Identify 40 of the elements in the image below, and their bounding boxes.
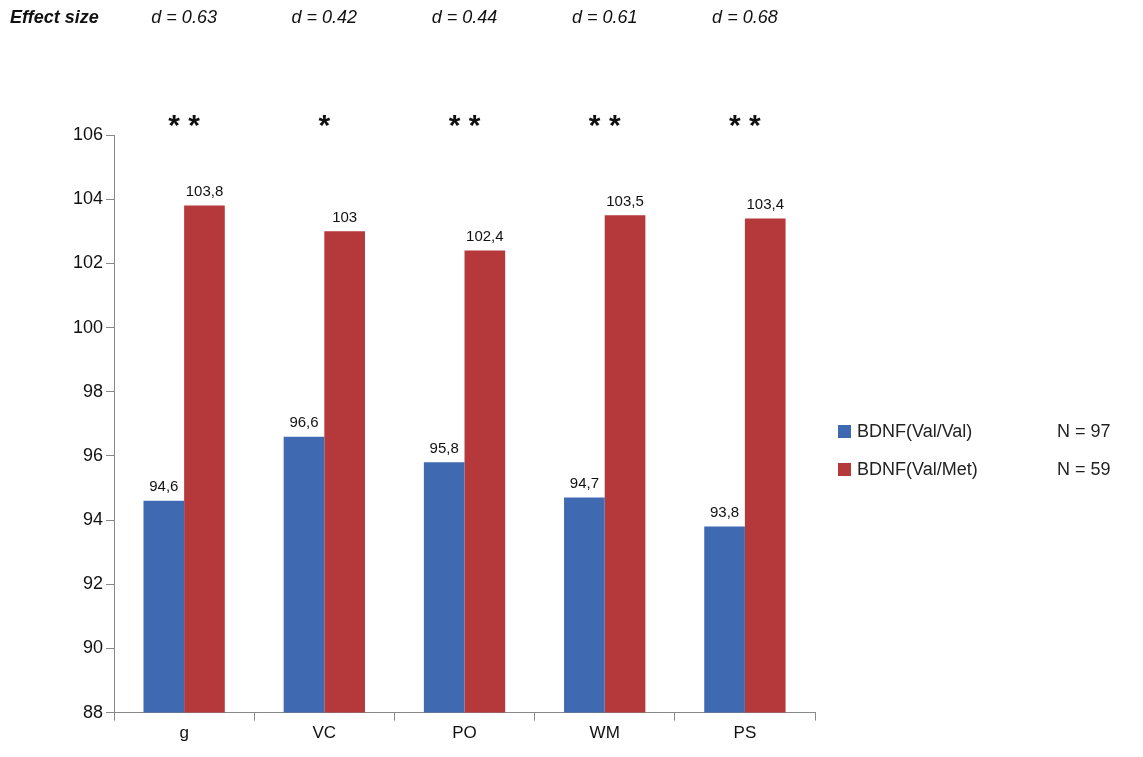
text: d = 0.61 bbox=[571, 7, 638, 27]
data-label: 96,6 bbox=[289, 413, 319, 431]
legend-label: BDNF(Val/Val) bbox=[857, 420, 974, 442]
x-tick-label: PS bbox=[733, 723, 757, 743]
annotation: * * bbox=[448, 108, 481, 142]
y-tick-label: 88 bbox=[83, 701, 104, 722]
y-tick-label: 100 bbox=[72, 316, 104, 337]
text: N = 59 bbox=[1057, 458, 1111, 480]
data-label: 102,4 bbox=[466, 227, 504, 245]
data-label: 93,8 bbox=[709, 503, 740, 521]
y-tick-label: 94 bbox=[83, 509, 104, 530]
x-tick-label: WM bbox=[589, 723, 620, 743]
data-label: 103,5 bbox=[606, 191, 644, 209]
legend-label: BDNF(Val/Met) bbox=[857, 458, 979, 480]
y-tick-label: 96 bbox=[83, 444, 104, 465]
y-tick-label: 90 bbox=[83, 637, 104, 658]
y-tick-label: 92 bbox=[83, 573, 104, 594]
text: Effect size bbox=[10, 6, 99, 27]
text: N = 97 bbox=[1057, 420, 1111, 442]
x-tick-label: VC bbox=[312, 723, 337, 743]
annotation: * * bbox=[588, 108, 621, 142]
data-label: 103,8 bbox=[185, 182, 224, 200]
data-label: 95,8 bbox=[429, 438, 459, 456]
y-tick-label: 104 bbox=[72, 188, 104, 209]
text: d = 0.44 bbox=[431, 7, 498, 27]
x-tick-label: g bbox=[179, 723, 189, 743]
data-label: 94,7 bbox=[569, 474, 599, 492]
text: d = 0.68 bbox=[712, 7, 778, 27]
text: d = 0.42 bbox=[291, 7, 358, 27]
data-label: 103 bbox=[332, 207, 358, 225]
data-label: 94,6 bbox=[149, 477, 179, 495]
annotation: * * bbox=[168, 108, 201, 142]
annotation: * bbox=[318, 108, 331, 142]
annotation: * * bbox=[729, 108, 762, 142]
data-label: 103,4 bbox=[746, 195, 784, 213]
y-tick-label: 106 bbox=[72, 123, 104, 144]
text: d = 0.63 bbox=[151, 7, 217, 27]
x-tick-label: PO bbox=[452, 723, 477, 743]
y-tick-label: 98 bbox=[83, 380, 104, 401]
y-tick-label: 102 bbox=[72, 252, 104, 273]
